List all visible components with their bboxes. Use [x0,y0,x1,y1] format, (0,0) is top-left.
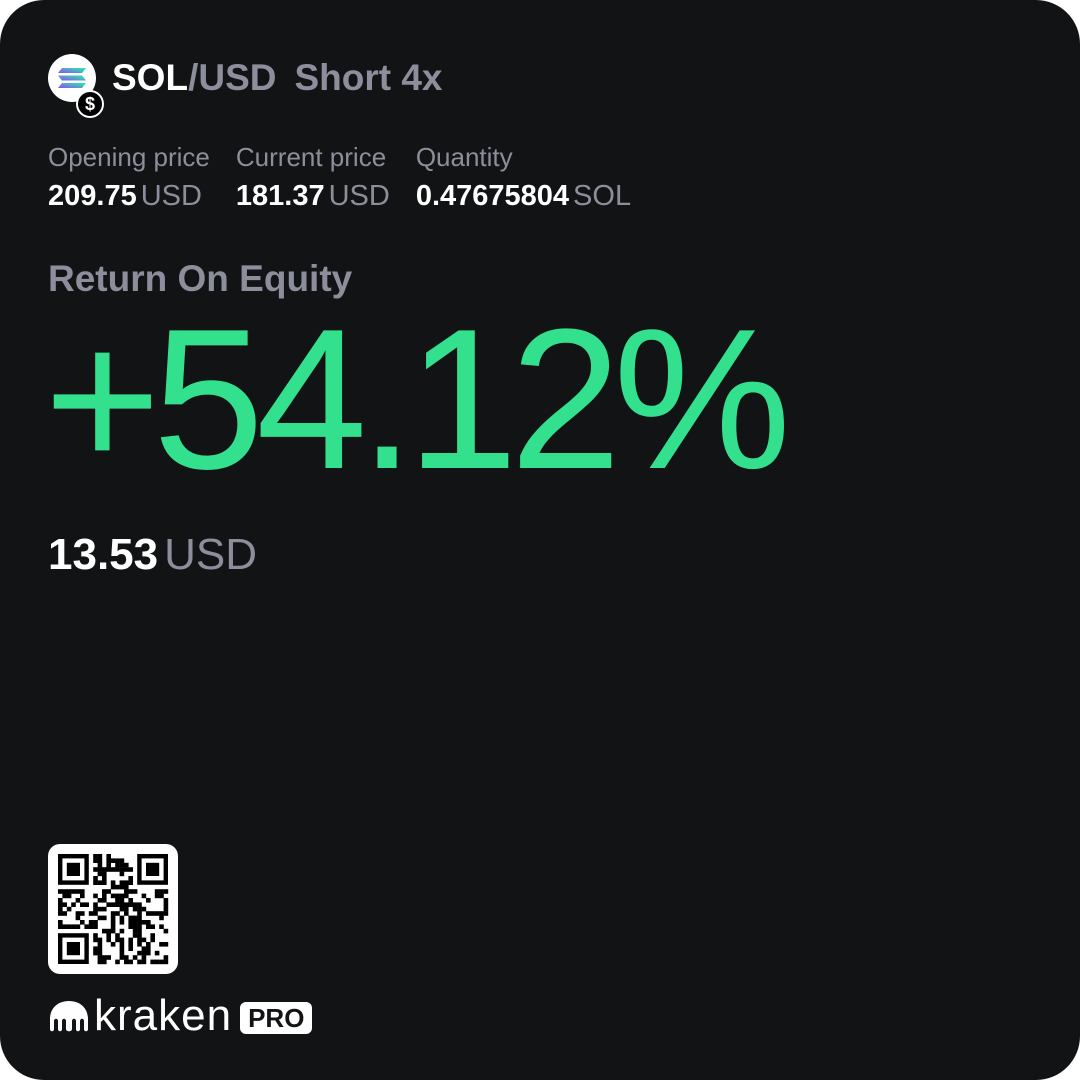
pair-separator: / [188,57,199,98]
pro-badge: PRO [240,1002,313,1034]
stat-label: Opening price [48,142,210,172]
pair-quote: USD [198,57,277,98]
pnl-unit: USD [164,530,258,579]
pnl-value: 13.53 [48,530,159,579]
brand-name: kraken [94,991,233,1040]
stat-value: 181.37 [235,180,325,212]
stat-unit: USD [328,180,390,212]
position-type: Short 4x [294,57,443,98]
kraken-logo-icon [50,1001,88,1032]
stat-label: Current price [235,142,387,172]
stat-label: Quantity [415,142,513,172]
roe-label: Return On Equity [48,258,353,299]
solana-icon [58,68,86,88]
kraken-pro-logo: kraken PRO [48,991,313,1040]
stat-unit: SOL [573,180,632,212]
pair-base: SOL [112,57,189,98]
stat-current-price: Current price 181.37 USD [236,140,390,213]
stats-row: Opening price 209.75 USD Current price 18… [48,140,657,213]
dollar-icon: $ [76,90,104,118]
qr-code[interactable] [48,844,178,974]
roe-value: +54.12% [44,288,791,511]
stat-quantity: Quantity 0.47675804 SOL [416,140,631,213]
stat-opening-price: Opening price 209.75 USD [48,140,210,213]
stat-value: 0.47675804 [415,180,570,212]
stat-unit: USD [140,180,202,212]
coin-icon: $ [48,54,104,118]
pair-header: $ SOL / USD Short 4x [48,48,443,118]
pnl-amount: 13.53 USD [48,530,257,580]
stat-value: 209.75 [48,180,137,212]
qr-code-icon [58,854,169,965]
